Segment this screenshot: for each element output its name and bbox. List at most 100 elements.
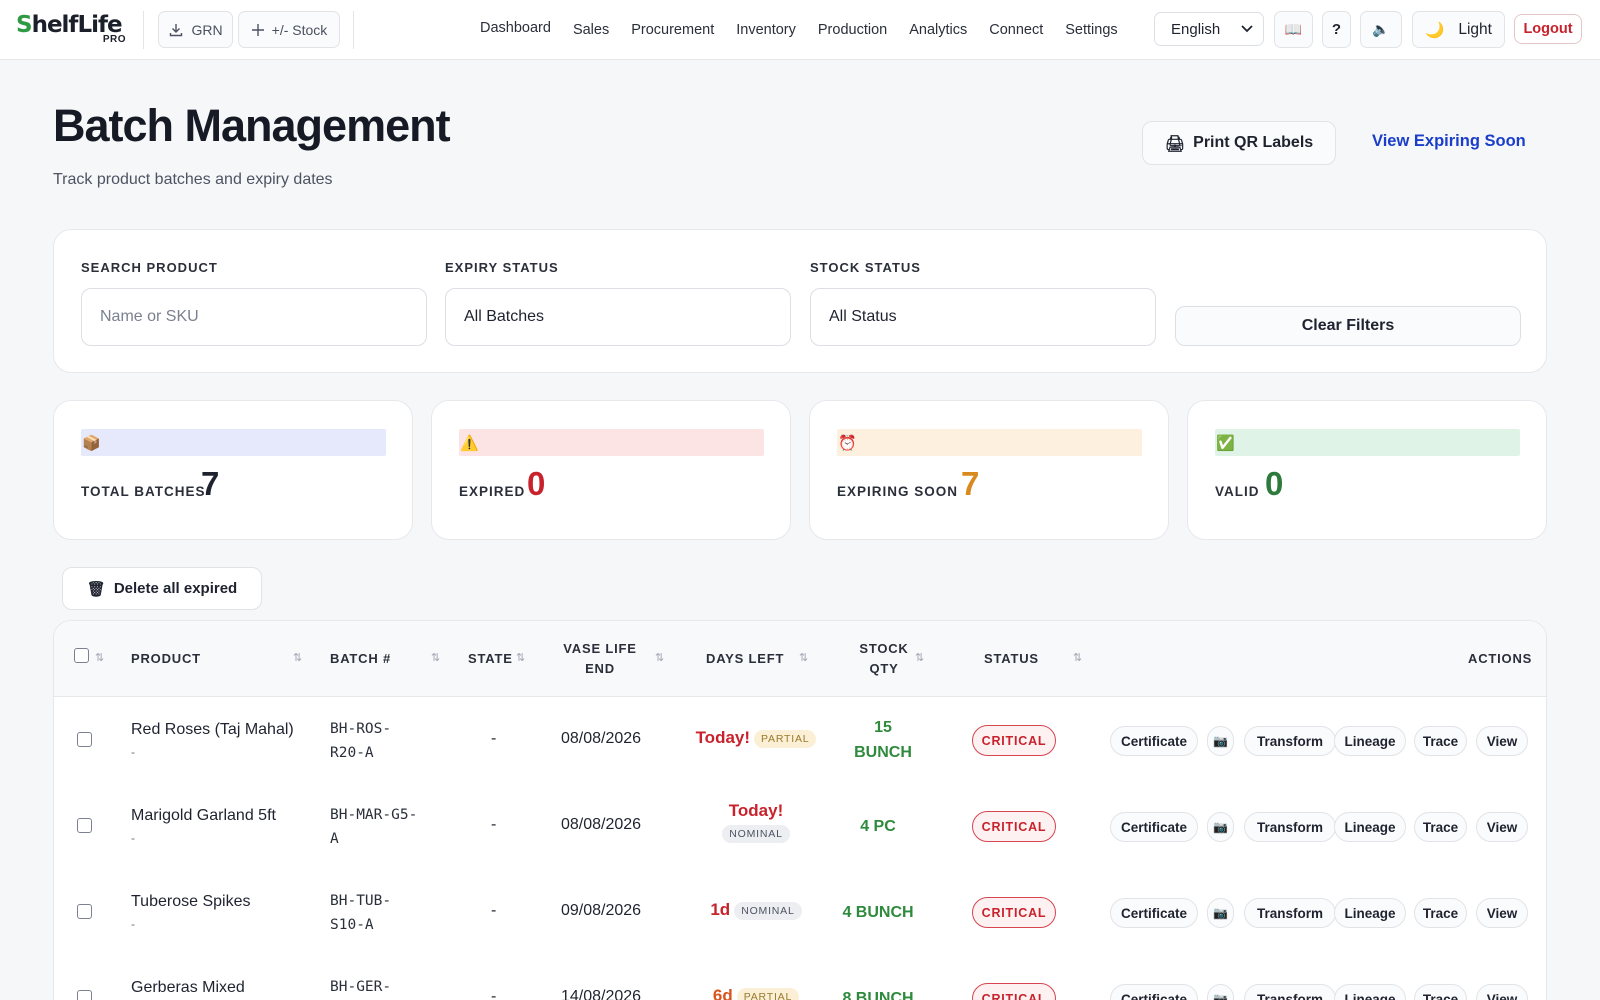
nav-analytics[interactable]: Analytics [909,22,968,38]
transform-button[interactable]: Transform [1244,984,1336,1000]
adjust-stock-button[interactable]: +/- Stock [238,11,340,48]
camera-button[interactable]: 📷 [1207,812,1234,842]
lineage-button[interactable]: Lineage [1334,726,1406,756]
stock-quantity: 8 BUNCH [803,986,953,1000]
stock-quantity: 4 BUNCH [803,900,953,925]
view-button[interactable]: View [1476,726,1528,756]
lineage-button[interactable]: Lineage [1334,984,1406,1000]
page-subtitle: Track product batches and expiry dates [53,171,333,188]
certificate-button[interactable]: Certificate [1110,898,1198,928]
status-badge: CRITICAL [972,725,1056,756]
trace-button[interactable]: Trace [1414,984,1467,1000]
sort-icon[interactable]: ⇅ [1073,652,1083,664]
nav-inventory[interactable]: Inventory [736,22,796,38]
nav-procurement[interactable]: Procurement [631,22,715,38]
view-button[interactable]: View [1476,984,1528,1000]
nav-connect[interactable]: Connect [989,22,1044,38]
state-value: - [491,816,497,833]
row-checkbox[interactable] [77,990,92,1000]
stat-card: 📦 TOTAL BATCHES 7 [53,400,413,540]
batch-number-line: BH-TUB- [330,893,392,909]
batch-number-line: S10-A [330,917,374,933]
lineage-button[interactable]: Lineage [1334,898,1406,928]
help-button[interactable]: ? [1322,11,1351,48]
certificate-button[interactable]: Certificate [1110,984,1198,1000]
column-header-vase-life-end[interactable]: VASE LIFE END [563,641,637,676]
stock-status-select[interactable]: All Status [810,288,1156,346]
language-select[interactable]: English [1154,12,1264,46]
trace-button[interactable]: Trace [1414,898,1467,928]
transform-button[interactable]: Transform [1244,812,1336,842]
transform-button[interactable]: Transform [1244,898,1336,928]
nav-dashboard[interactable]: Dashboard [480,20,551,36]
sort-icon[interactable]: ⇅ [655,652,665,664]
stat-color-bar: ✅ [1215,429,1520,456]
camera-button[interactable]: 📷 [1207,984,1234,1000]
sort-icon[interactable]: ⇅ [95,652,105,664]
expiry-tag: NOMINAL [722,825,790,843]
vase-life-end: 08/08/2026 [561,816,642,833]
package-icon: 📦 [82,433,101,452]
camera-button[interactable]: 📷 [1207,898,1234,928]
alarm-clock-icon: ⏰ [838,433,857,452]
view-expiring-soon-link[interactable]: View Expiring Soon [1372,132,1526,150]
nav-sales[interactable]: Sales [572,22,610,38]
column-header-product[interactable]: PRODUCT [131,651,201,666]
certificate-button[interactable]: Certificate [1110,726,1198,756]
divider [353,11,354,49]
product-sku: - [131,745,135,759]
shelflife-pro-logo[interactable]: ShelfLife PRO [16,12,126,45]
filter-panel: SEARCH PRODUCT Name or SKU EXPIRY STATUS… [53,229,1547,373]
stat-value: 7 [201,465,220,502]
trace-button[interactable]: Trace [1414,726,1467,756]
transform-button[interactable]: Transform [1244,726,1336,756]
column-header-batch[interactable]: BATCH # [330,651,391,666]
sort-icon[interactable]: ⇅ [915,652,925,664]
stat-value: 0 [1265,465,1284,502]
row-checkbox[interactable] [77,732,92,747]
search-label: SEARCH PRODUCT [81,260,218,275]
column-header-stock-qty[interactable]: STOCK QTY [859,641,909,676]
stat-value: 7 [961,465,980,502]
grn-button[interactable]: GRN [158,11,233,48]
state-value: - [491,902,497,919]
sort-icon[interactable]: ⇅ [293,652,303,664]
print-qr-labels-button[interactable]: 🖨 Print QR Labels [1142,121,1336,165]
clear-filters-button[interactable]: Clear Filters [1175,306,1521,346]
trace-button[interactable]: Trace [1414,812,1467,842]
batch-number-line: BH-MAR-G5- [330,807,418,823]
select-all-checkbox[interactable] [74,648,89,663]
row-checkbox[interactable] [77,904,92,919]
camera-button[interactable]: 📷 [1207,726,1234,756]
status-badge: CRITICAL [972,811,1056,842]
guide-button[interactable]: 📖 [1274,11,1313,48]
sound-toggle-button[interactable]: 🔈 [1360,11,1402,48]
row-checkbox[interactable] [77,818,92,833]
product-name: Gerberas Mixed [131,979,245,996]
theme-toggle-button[interactable]: 🌙 Light [1412,11,1505,48]
delete-all-expired-button[interactable]: 🗑 Delete all expired [62,567,262,610]
batch-number-line: R20-A [330,745,374,761]
sort-icon[interactable]: ⇅ [516,652,526,664]
view-button[interactable]: View [1476,898,1528,928]
nav-production[interactable]: Production [817,22,888,38]
column-header-state[interactable]: STATE [468,651,513,666]
sort-icon[interactable]: ⇅ [799,652,809,664]
expiry-status-select[interactable]: All Batches [445,288,791,346]
days-left: Today! PARTIAL [684,728,828,748]
product-sku: - [131,917,135,931]
expiry-tag: PARTIAL [736,987,800,1000]
column-header-status[interactable]: STATUS [984,651,1039,666]
warning-icon: ⚠️ [460,433,479,452]
vase-life-end: 08/08/2026 [561,730,642,747]
vase-life-end: 14/08/2026 [561,988,642,1000]
logout-button[interactable]: Logout [1514,14,1582,44]
column-header-days-left[interactable]: DAYS LEFT [706,651,785,666]
batch-number: BH-GER- [330,975,391,999]
lineage-button[interactable]: Lineage [1334,812,1406,842]
sort-icon[interactable]: ⇅ [431,652,441,664]
search-input[interactable]: Name or SKU [81,288,427,346]
certificate-button[interactable]: Certificate [1110,812,1198,842]
nav-settings[interactable]: Settings [1065,22,1118,38]
view-button[interactable]: View [1476,812,1528,842]
